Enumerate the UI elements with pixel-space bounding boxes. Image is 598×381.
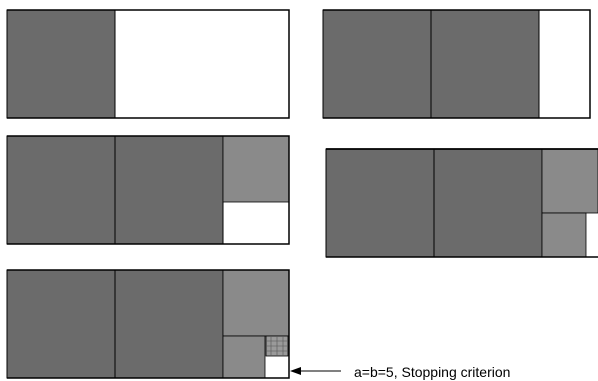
panel-frame [7, 9, 290, 119]
tiny-square-hatch [266, 336, 288, 356]
panel-step-5 [6, 269, 290, 379]
panel-step-2 [322, 9, 591, 119]
panel-frame [7, 135, 290, 245]
large-square-1 [6, 9, 116, 119]
large-square-1 [325, 148, 435, 258]
medium-square-2 [222, 335, 266, 379]
large-square-2 [114, 135, 224, 245]
large-square-2 [430, 9, 540, 119]
panel-step-4 [325, 148, 598, 258]
large-square-1 [322, 9, 432, 119]
panel-frame [323, 9, 591, 119]
stopping-criterion-arrow [290, 367, 341, 375]
medium-square-1 [222, 135, 290, 203]
large-square-2 [433, 148, 543, 258]
medium-square-1 [222, 269, 290, 337]
large-square-1 [6, 135, 116, 245]
large-square-2 [114, 269, 224, 379]
stopping-criterion-label: a=b=5, Stopping criterion [354, 364, 511, 380]
panel-step-3 [6, 135, 290, 245]
panel-frame [7, 269, 290, 379]
large-square-1 [6, 269, 116, 379]
medium-square-2 [541, 212, 587, 258]
panel-step-1 [6, 9, 290, 119]
medium-square-1 [541, 148, 598, 214]
